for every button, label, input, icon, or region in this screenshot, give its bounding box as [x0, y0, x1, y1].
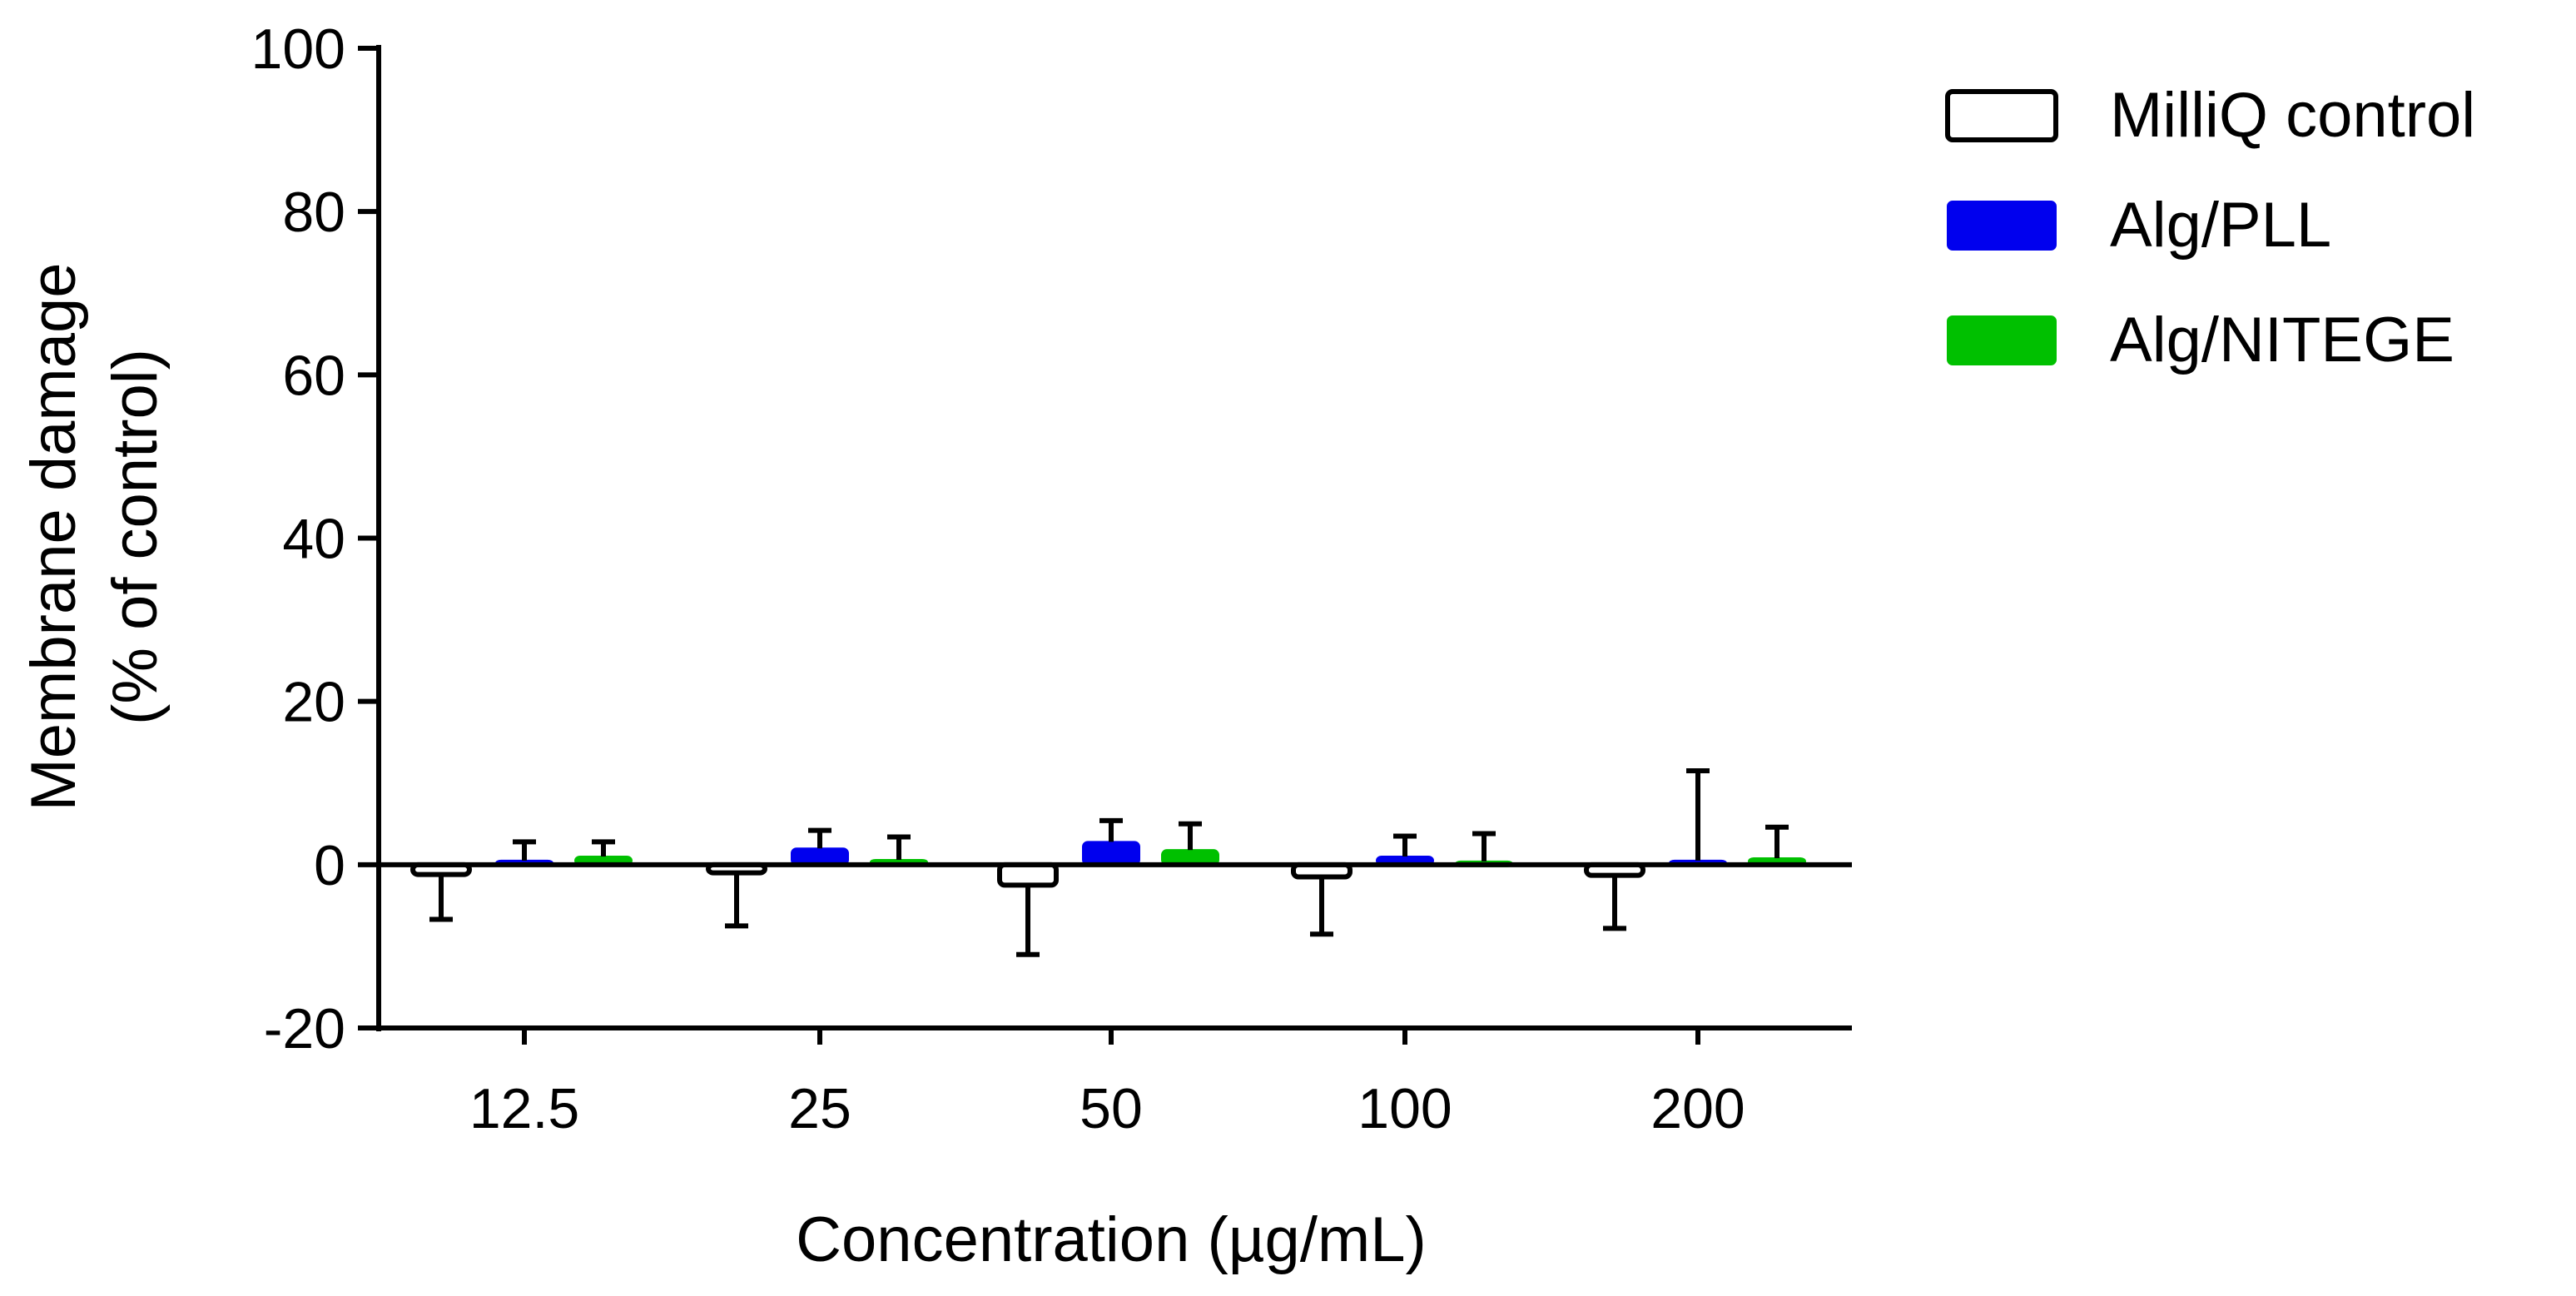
- x-tick-label: 200: [1650, 1077, 1745, 1140]
- legend: MilliQ control Alg/PLL Alg/NITEGE: [1945, 80, 2475, 375]
- y-axis-title-line2: (% of control): [100, 349, 171, 725]
- y-tick-label: 40: [282, 508, 345, 571]
- legend-label: MilliQ control: [2110, 80, 2475, 151]
- bar: [997, 862, 1059, 888]
- x-tick-label: 100: [1357, 1077, 1452, 1140]
- bar: [1082, 841, 1140, 866]
- legend-label: Alg/NITEGE: [2110, 305, 2454, 375]
- x-tick-label: 12.5: [469, 1077, 579, 1140]
- y-tick-label: 20: [282, 671, 345, 734]
- legend-swatch: [1947, 315, 2057, 365]
- legend-label: Alg/PLL: [2110, 190, 2331, 261]
- x-tick-label: 25: [788, 1077, 851, 1140]
- x-tick-label: 50: [1080, 1077, 1143, 1140]
- y-tick-label: 100: [251, 17, 345, 81]
- y-tick-label: 0: [314, 834, 345, 897]
- legend-swatch: [1947, 201, 2057, 251]
- x-axis: 12.5 25 50 100 200: [379, 862, 1852, 1140]
- y-axis: -20 0 20 40 60 80 100: [251, 17, 381, 1060]
- x-axis-title: Concentration (µg/mL): [796, 1204, 1427, 1275]
- y-tick-label: -20: [264, 997, 345, 1060]
- y-tick-label: 60: [282, 344, 345, 407]
- y-axis-title-line1: Membrane damage: [18, 262, 89, 811]
- y-tick-label: 80: [282, 181, 345, 244]
- legend-swatch: [1945, 89, 2058, 142]
